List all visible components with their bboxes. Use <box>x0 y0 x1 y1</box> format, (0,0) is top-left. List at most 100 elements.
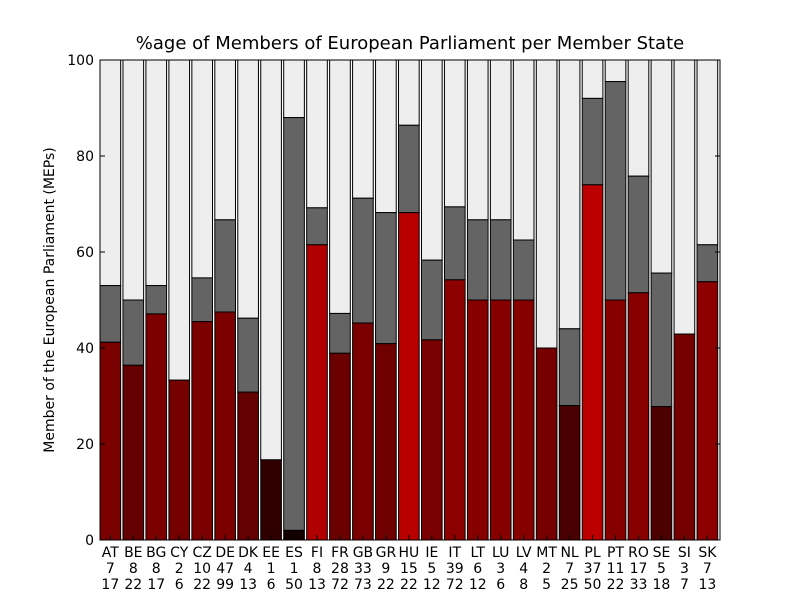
bar-top-gb <box>352 59 374 199</box>
bar-top-bg <box>145 59 168 287</box>
x-tick-label: 22 <box>193 577 211 593</box>
bar-group-si <box>673 59 696 541</box>
bar-group-dk <box>237 59 259 541</box>
x-tick-label: 7 <box>680 577 689 593</box>
bar-group-it <box>443 59 466 541</box>
bar-group-se <box>650 59 673 541</box>
bar-group-lt <box>466 59 489 541</box>
bar-group-ie <box>420 59 443 541</box>
x-tick-label: 12 <box>423 577 441 593</box>
bar-group-pl <box>581 59 604 541</box>
bar-bottom-cy <box>168 379 191 541</box>
x-tick-label: 50 <box>584 577 602 593</box>
bar-bottom-mt <box>535 347 558 541</box>
bar-top-de <box>214 59 236 221</box>
x-axis-ticks: AT717BE822BG817CY26CZ1022DE4799DK413EE16… <box>101 535 717 593</box>
x-tick-label: PL <box>584 545 600 561</box>
x-tick-label: PT <box>607 545 624 561</box>
bar-top-dk <box>237 59 259 319</box>
bar-group-ro <box>627 59 650 541</box>
bar-middle-nl <box>558 328 581 407</box>
bar-bottom-fr <box>329 352 351 541</box>
x-tick-label: 13 <box>698 577 716 593</box>
x-tick-label: 13 <box>308 577 326 593</box>
x-tick-label: DK <box>238 545 259 561</box>
x-tick-label: IT <box>448 545 461 561</box>
bar-bottom-fi <box>306 244 328 541</box>
x-tick-label: NL <box>560 545 578 561</box>
bar-top-fi <box>306 59 328 209</box>
bar-bottom-ee <box>260 459 282 541</box>
bar-top-se <box>650 59 673 274</box>
bar-top-be <box>122 59 145 301</box>
bar-group-sk <box>696 59 719 541</box>
x-tick-label: 2 <box>175 561 184 577</box>
x-tick-label: 2 <box>542 561 551 577</box>
bar-middle-lv <box>512 239 535 301</box>
x-tick-label: HU <box>398 545 419 561</box>
bar-top-hu <box>398 59 420 126</box>
bar-bottom-gb <box>352 322 374 541</box>
bar-group-be <box>122 59 145 541</box>
bar-middle-lu <box>489 219 512 301</box>
x-tick-label: 47 <box>216 561 234 577</box>
bar-top-cy <box>168 59 191 381</box>
bar-middle-dk <box>237 317 259 393</box>
x-tick-label: 25 <box>561 577 579 593</box>
bar-bottom-nl <box>558 405 581 541</box>
bar-top-ie <box>420 59 443 261</box>
y-tick-label: 40 <box>76 341 94 357</box>
bars <box>99 59 719 541</box>
bar-middle-cz <box>191 277 214 323</box>
bar-top-lt <box>466 59 489 221</box>
bar-top-ee <box>260 59 282 461</box>
bar-top-si <box>673 59 696 335</box>
x-tick-label: 6 <box>473 561 482 577</box>
bar-bottom-lv <box>512 299 535 541</box>
x-tick-label: GR <box>376 545 397 561</box>
bar-middle-pt <box>604 81 627 301</box>
x-tick-label: 17 <box>630 561 648 577</box>
bar-bottom-bg <box>145 313 168 541</box>
bar-middle-pl <box>581 97 604 186</box>
y-tick-label: 0 <box>85 533 94 549</box>
x-tick-label: 6 <box>175 577 184 593</box>
x-tick-label: LT <box>471 545 486 561</box>
bar-group-de <box>214 59 236 541</box>
bar-bottom-lu <box>489 299 512 541</box>
plot-frame <box>99 59 721 541</box>
x-tick-label: 72 <box>331 577 349 593</box>
x-tick-label: SK <box>698 545 717 561</box>
bar-bottom-pt <box>604 299 627 541</box>
bar-group-gr <box>375 59 397 541</box>
x-tick-label: FI <box>311 545 323 561</box>
x-tick-label: 73 <box>354 577 372 593</box>
x-tick-label: 37 <box>584 561 602 577</box>
bar-middle-ie <box>420 259 443 341</box>
bar-group-at <box>99 59 122 541</box>
bar-middle-fr <box>329 312 351 354</box>
bar-group-mt <box>535 59 558 541</box>
x-tick-label: SE <box>653 545 671 561</box>
bar-bottom-lt <box>466 299 489 541</box>
x-tick-label: 1 <box>267 561 276 577</box>
x-tick-label: 7 <box>565 561 574 577</box>
bar-middle-se <box>650 272 673 408</box>
x-tick-label: 39 <box>446 561 464 577</box>
x-tick-label: ES <box>285 545 303 561</box>
bar-top-sk <box>696 59 719 246</box>
x-tick-label: 17 <box>101 577 119 593</box>
x-tick-label: 18 <box>653 577 671 593</box>
x-tick-label: CZ <box>192 545 211 561</box>
bar-bottom-ro <box>627 292 650 541</box>
x-tick-label: 3 <box>680 561 689 577</box>
x-tick-label: FR <box>331 545 349 561</box>
bar-bottom-cz <box>191 321 214 541</box>
bar-bottom-at <box>99 341 122 541</box>
x-tick-label: 5 <box>427 561 436 577</box>
x-tick-label: 72 <box>446 577 464 593</box>
bar-bottom-gr <box>375 343 397 541</box>
y-tick-label: 20 <box>76 437 94 453</box>
